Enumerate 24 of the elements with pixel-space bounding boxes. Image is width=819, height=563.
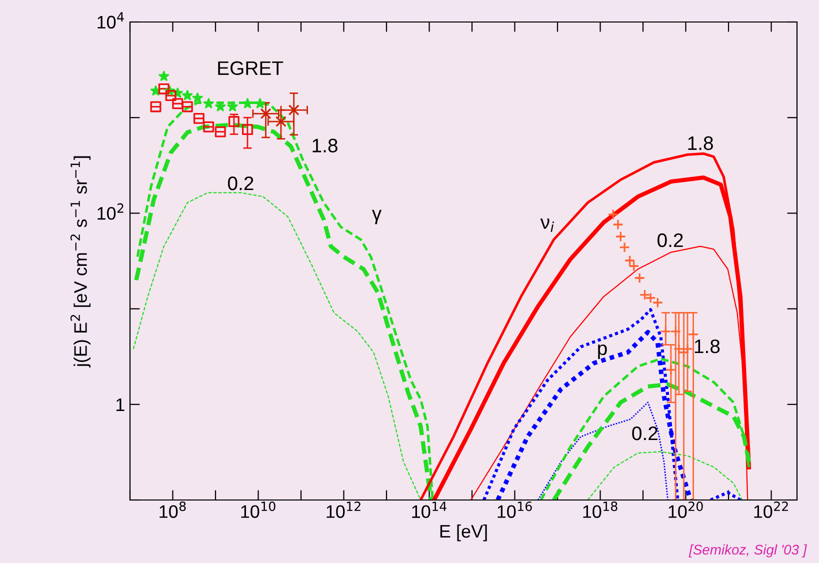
x-tick-label: 10$^{22}$ [754, 502, 788, 518]
annotation: 0.2 [632, 426, 658, 440]
x-tick-label: 10$^{12}$ [326, 502, 360, 518]
annotation: 1.8 [694, 339, 720, 354]
x-tick-label: 10$^{20}$ [668, 502, 703, 518]
annotation: γ [372, 210, 382, 224]
annotation: p [598, 344, 607, 359]
x-tick-label: 10$^{8}$ [160, 502, 186, 518]
annotation: 0.2 [658, 233, 683, 248]
annotation: 1.8 [312, 138, 338, 152]
annotation: 1.8 [688, 136, 713, 150]
annotation: EGRET [218, 61, 284, 76]
x-tick-label: 10$^{18}$ [583, 502, 618, 518]
text: j(E) E$^{2}$ [eV cm$^{−2}$ s$^{−1}$ sr$^{−1}$] [70, 156, 91, 368]
y-tick-label: 10$^{4}$ [98, 12, 124, 29]
y-tick-label: 10$^{2}$ [98, 203, 124, 220]
text: [Semikoz, Sigl '03 ] [688, 544, 807, 558]
x-tick-label: 10$^{16}$ [498, 502, 532, 518]
x-tick-label: 10$^{14}$ [412, 502, 446, 518]
annotation: 0.2 [228, 176, 254, 190]
y-tick-label: 1 [116, 398, 124, 411]
annotation: ν$_{i}$ [540, 218, 554, 232]
x-tick-label: 10$^{10}$ [241, 502, 276, 518]
x-axis-title: E [eV] [440, 524, 487, 542]
